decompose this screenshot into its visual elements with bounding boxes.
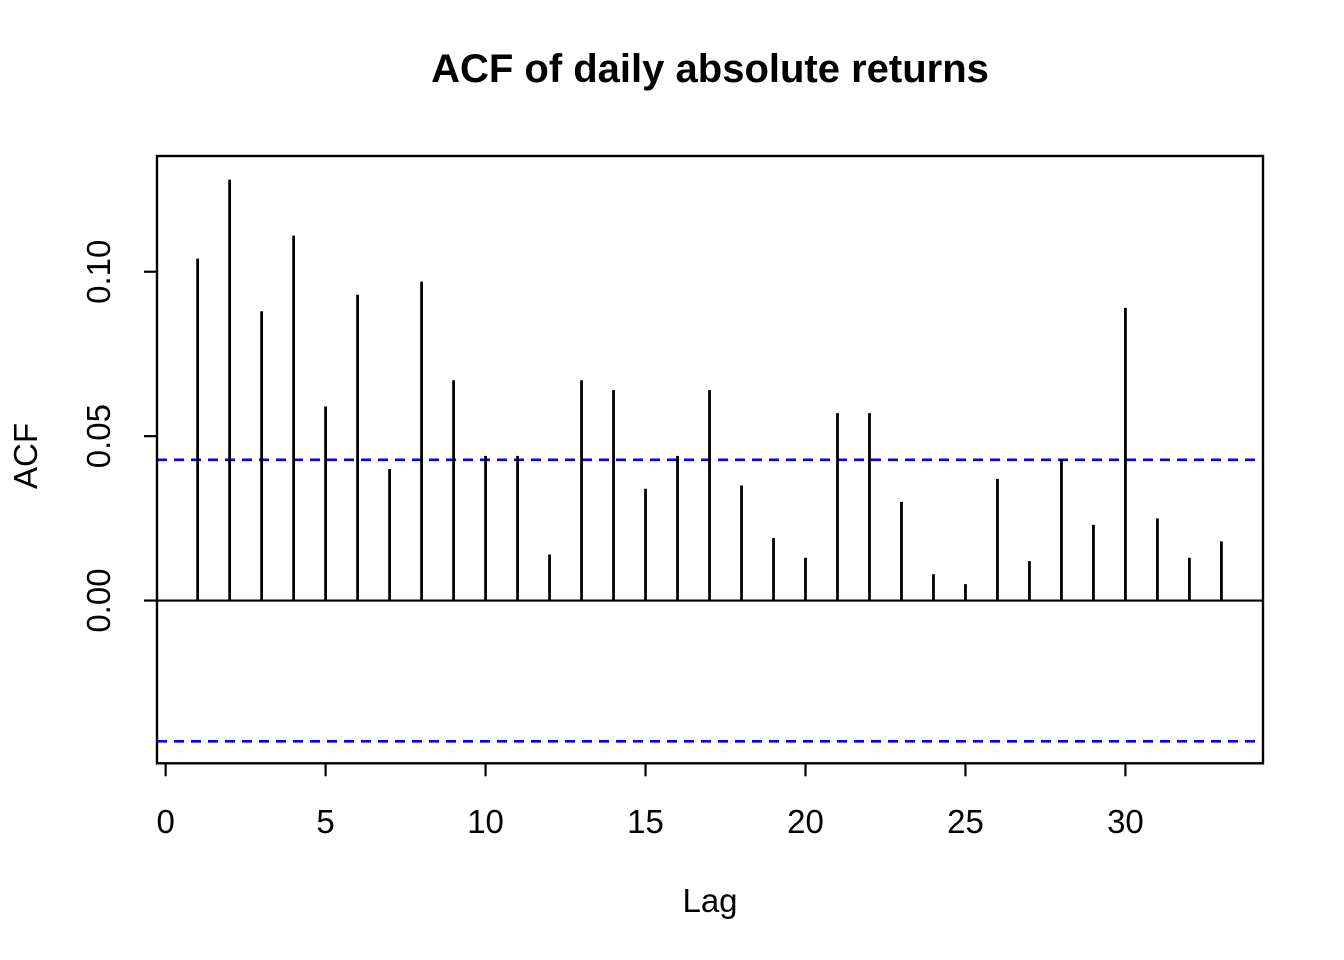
x-tick-label: 20 [787,803,824,840]
x-tick-label: 0 [156,803,174,840]
y-tick-label: 0.10 [80,240,117,304]
x-tick-label: 10 [467,803,504,840]
x-tick-label: 30 [1107,803,1144,840]
y-tick-label: 0.00 [80,568,117,632]
y-axis-label: ACF [7,423,44,489]
y-axis: 0.00 0.05 0.10 [80,240,157,633]
x-tick-label: 5 [316,803,334,840]
x-tick-label: 25 [947,803,984,840]
x-axis-label: Lag [682,882,737,919]
axis-lines [155,154,1265,765]
acf-bars [196,179,1223,601]
x-tick-label: 15 [627,803,664,840]
x-axis: 0 5 10 15 20 25 30 [156,763,1144,840]
plot-border [155,154,1265,765]
y-tick-label: 0.05 [80,404,117,468]
chart-title: ACF of daily absolute returns [431,47,989,91]
